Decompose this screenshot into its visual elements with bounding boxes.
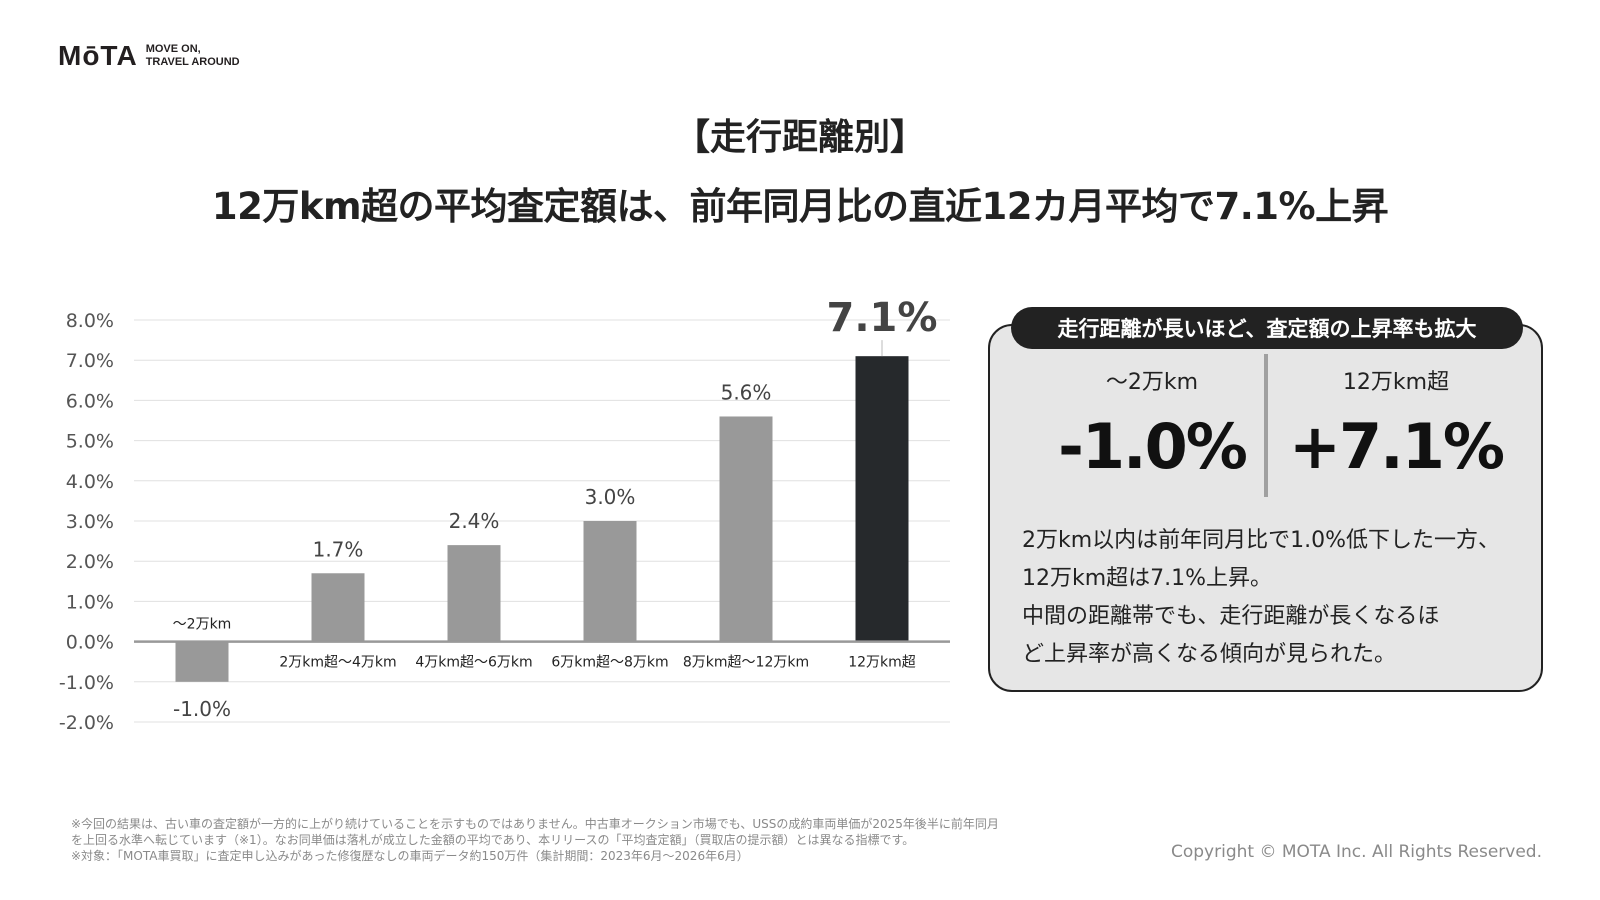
stat-right-value: +7.1% <box>1289 410 1505 483</box>
data-label: 2.4% <box>449 509 500 533</box>
copyright: Copyright © MOTA Inc. All Rights Reserve… <box>1171 842 1542 862</box>
bar-chart: 8.0% 7.0% 6.0% 5.0% 4.0% 3.0% 2.0% 1.0% 0.0% -1.0… <box>59 295 950 734</box>
data-label: 5.6% <box>721 380 772 404</box>
x-tick-label: 8万km超～12万km <box>683 655 809 671</box>
summary-text-line: 中間の距離帯でも、走行距離が長くなるほ <box>1022 604 1440 629</box>
logo-mark: MōTA <box>58 40 138 71</box>
summary-panel-header: 走行距離が長いほど、査定額の上昇率も拡大 <box>1011 307 1523 349</box>
y-tick-label: 4.0% <box>66 471 114 493</box>
bar <box>175 641 229 682</box>
data-label: -1.0% <box>173 697 231 721</box>
y-tick-label: 6.0% <box>66 390 114 412</box>
y-tick-label: 8.0% <box>66 310 114 332</box>
stat-right-label: 12万km超 <box>1342 370 1450 395</box>
y-tick-label: 5.0% <box>66 431 114 453</box>
bar <box>855 356 909 642</box>
x-tick-label: 2万km超～4万km <box>279 655 396 671</box>
bar <box>447 545 501 642</box>
x-tick-label: 6万km超～8万km <box>551 655 668 671</box>
summary-text-line: 2万km以内は前年同月比で1.0%低下した一方、 <box>1022 528 1501 553</box>
footnotes: ※今回の結果は、古い車の査定額が一方的に上がり続けていることを示すものではありま… <box>71 816 1111 864</box>
data-label-highlight: 7.1% <box>827 295 938 341</box>
x-tick-label: ～2万km <box>173 617 232 633</box>
summary-text-line: 12万km超は7.1%上昇。 <box>1022 566 1273 591</box>
bar <box>311 573 365 642</box>
footnote-line: ※対象：「MOTA車買取」に査定申し込みがあった修復歴なしの車両データ約150万… <box>71 849 749 863</box>
bar <box>583 521 637 642</box>
bar <box>719 416 773 642</box>
summary-text-line: ど上昇率が高くなる傾向が見られた。 <box>1022 642 1397 667</box>
y-tick-label: 7.0% <box>66 350 114 372</box>
y-tick-label: -2.0% <box>59 712 114 734</box>
y-tick-label: 2.0% <box>66 551 114 573</box>
y-tick-label: 1.0% <box>66 591 114 613</box>
y-tick-label: 3.0% <box>66 511 114 533</box>
y-tick-label: -1.0% <box>59 672 114 694</box>
footnote-line: を上回る水準へ転じています（※1）。なお同単価は落札が成立した金額の平均であり、… <box>71 833 915 847</box>
data-label: 1.7% <box>313 537 364 561</box>
stat-left-value: -1.0% <box>1058 410 1248 483</box>
footnote-line: ※今回の結果は、古い車の査定額が一方的に上がり続けていることを示すものではありま… <box>71 817 999 831</box>
logo: MōTA MOVE ON, TRAVEL AROUND <box>58 40 240 72</box>
x-tick-label: 12万km超 <box>848 655 916 671</box>
data-label: 3.0% <box>585 485 636 509</box>
stat-left-label: ～2万km <box>1105 370 1199 395</box>
y-tick-label: 0.0% <box>66 632 114 654</box>
page-title: 12万km超の平均査定額は、前年同月比の直近12カ月平均で7.1%上昇 <box>211 185 1389 228</box>
title-category: 【走行距離別】 <box>673 117 926 158</box>
x-tick-label: 4万km超～6万km <box>415 655 532 671</box>
summary-text: 2万km以内は前年同月比で1.0%低下した一方、 12万km超は7.1%上昇。 … <box>1022 522 1532 674</box>
logo-tagline: MOVE ON, TRAVEL AROUND <box>145 43 240 68</box>
stat-divider <box>1264 354 1268 497</box>
